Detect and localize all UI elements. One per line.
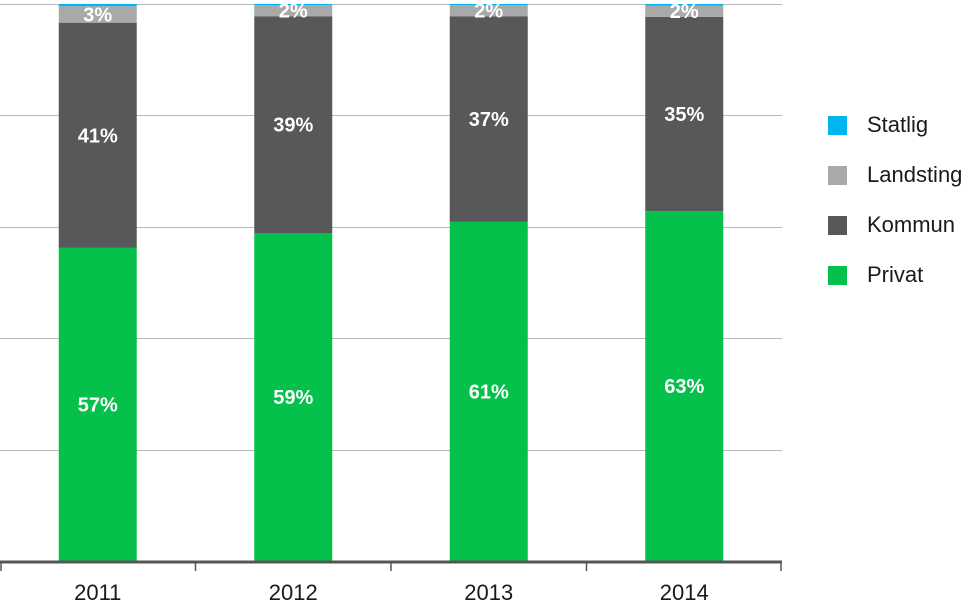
data-label-kommun-2014: 35%	[664, 104, 704, 126]
data-label-kommun-2013: 37%	[469, 109, 509, 131]
data-label-kommun-2011: 41%	[78, 125, 118, 147]
bars	[58, 4, 724, 562]
bar-segment-kommun-2011	[58, 22, 137, 248]
legend-label-landsting: Landsting	[867, 162, 963, 187]
legend-swatch-privat	[828, 265, 847, 285]
legend-label-statlig: Statlig	[867, 112, 929, 137]
data-label-kommun-2012: 39%	[273, 115, 313, 137]
data-label-privat-2011: 57%	[78, 394, 118, 416]
segment-labels: 57% 41% 3% 59% 39% 2% 61% 37% 2% 63% 35% 2%	[78, 1, 705, 417]
x-tick-label-2011: 2011	[74, 580, 121, 605]
bar-segment-privat-2012	[254, 233, 333, 562]
legend-swatch-statlig	[828, 115, 847, 135]
x-axis: 2011 2012 2013 2014	[0, 560, 782, 605]
legend-swatch-landsting	[828, 165, 847, 185]
bar-segment-kommun-2013	[449, 16, 528, 222]
data-label-landsting-2011: 3%	[83, 4, 112, 26]
legend-item-landsting: Landsting	[828, 162, 963, 187]
bar-segment-statlig-2011	[58, 4, 137, 7]
legend-item-kommun: Kommun	[828, 212, 962, 237]
data-label-privat-2014: 63%	[664, 376, 704, 398]
data-label-landsting-2014: 2%	[670, 1, 699, 23]
bar-segment-landsting-2011	[58, 6, 137, 23]
bar-segment-privat-2011	[58, 247, 137, 561]
x-tick-label-2014: 2014	[660, 580, 709, 605]
bar-segment-landsting-2012	[254, 5, 333, 17]
x-tick-label-2013: 2013	[464, 580, 513, 605]
data-label-landsting-2013: 2%	[474, 1, 503, 23]
legend-swatch-kommun	[828, 215, 847, 235]
legend-item-statlig: Statlig	[828, 112, 962, 137]
bar-segment-statlig-2012	[254, 4, 333, 6]
bar-segment-kommun-2014	[645, 16, 724, 212]
legend-label-kommun: Kommun	[867, 212, 956, 237]
bar-segment-statlig-2013	[449, 4, 528, 6]
bar-segment-landsting-2014	[645, 5, 724, 17]
data-label-landsting-2012: 2%	[279, 1, 308, 23]
data-label-privat-2013: 61%	[469, 381, 509, 403]
x-tick-label-2012: 2012	[269, 580, 318, 605]
legend-label-privat: Privat	[867, 262, 924, 287]
bar-segment-privat-2013	[449, 221, 528, 561]
legend: Statlig Landsting Kommun Privat	[828, 112, 963, 313]
bar-segment-privat-2014	[645, 211, 724, 561]
legend-item-privat: Privat	[828, 262, 962, 287]
data-label-privat-2012: 59%	[273, 387, 313, 409]
bar-segment-kommun-2012	[254, 16, 333, 234]
bar-segment-landsting-2013	[449, 5, 528, 17]
bar-segment-statlig-2014	[645, 4, 724, 6]
